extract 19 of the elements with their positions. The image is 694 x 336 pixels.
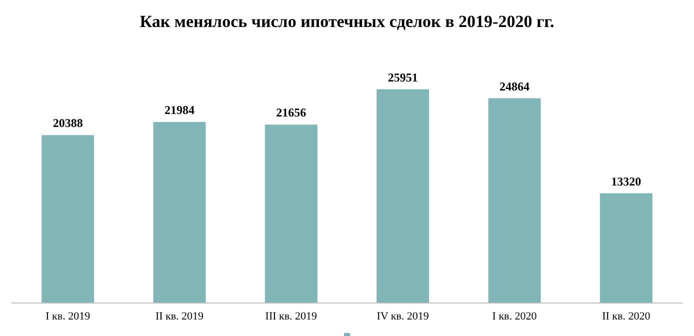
x-tick-label: II кв. 2019 — [155, 310, 204, 322]
data-label: 21984 — [164, 103, 194, 118]
data-label: 24864 — [500, 79, 530, 94]
data-label: 25951 — [388, 70, 418, 84]
x-tick-label: I кв. 2019 — [46, 310, 91, 322]
x-tick-label: III кв. 2019 — [265, 310, 318, 322]
data-label: 20388 — [52, 116, 83, 130]
data-label: 21656 — [276, 106, 306, 120]
x-tick-label: II кв. 2020 — [602, 310, 651, 322]
x-tick-label: IV кв. 2019 — [376, 310, 430, 322]
bar — [153, 122, 206, 303]
bar — [600, 193, 652, 303]
bar — [376, 89, 430, 303]
bar — [488, 98, 541, 303]
x-tick-label: I кв. 2020 — [492, 310, 538, 322]
bar — [264, 124, 318, 303]
bar — [42, 135, 94, 303]
chart-title: Как менялось число ипотечных сделок в 2019-2020 гг. — [138, 12, 556, 33]
data-label: 13320 — [611, 174, 642, 188]
